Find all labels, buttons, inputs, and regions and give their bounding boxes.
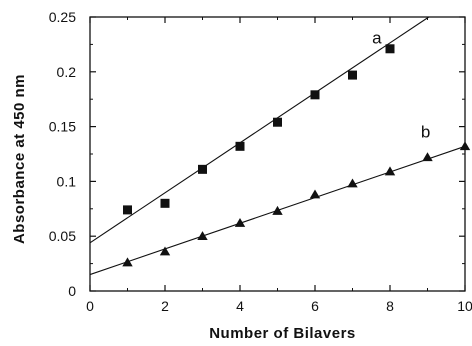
series-labels: ab [372,28,430,141]
tick-labels: 0 2 4 6 8 10 0 0.05 0.1 0.15 0.2 0.25 [49,9,472,314]
point-a [160,198,170,208]
y-tick-label: 0.2 [57,64,77,80]
fit-line-a [89,16,430,244]
y-tick-label: 0.25 [49,9,76,25]
point-b [272,205,283,215]
point-b [309,189,321,199]
series-label-a: a [372,28,382,47]
x-tick-label: 4 [236,298,244,314]
fit-lines [89,16,466,276]
x-tick-label: 10 [457,298,472,314]
y-axis-label: Absorbance at 450 nm [11,74,28,244]
y-tick-label: 0.15 [49,119,76,135]
x-axis-label: Number of Bilavers [209,325,356,342]
point-b [159,246,171,256]
y-tick-label: 0.1 [57,173,77,189]
point-b [384,166,396,176]
point-b [459,141,471,151]
series-label-b: b [421,123,430,142]
y-tick-label: 0 [68,283,76,299]
point-a [198,164,207,174]
x-tick-label: 6 [311,298,319,314]
point-a [123,205,132,215]
point-b [234,217,246,227]
point-b [122,257,133,267]
point-a [310,90,320,100]
point-a [273,117,282,127]
point-a [385,44,395,54]
x-tick-label: 0 [86,298,94,314]
tick-marks [89,16,466,292]
plot-frame [89,16,466,292]
x-tick-label: 8 [386,298,394,314]
point-a [235,141,245,151]
x-tick-label: 2 [161,298,169,314]
y-tick-label: 0.05 [49,228,76,244]
point-b [347,178,358,188]
axes [89,16,466,292]
point-a [348,70,357,80]
point-b [422,152,433,162]
data-points [122,44,471,267]
point-b [197,231,208,241]
